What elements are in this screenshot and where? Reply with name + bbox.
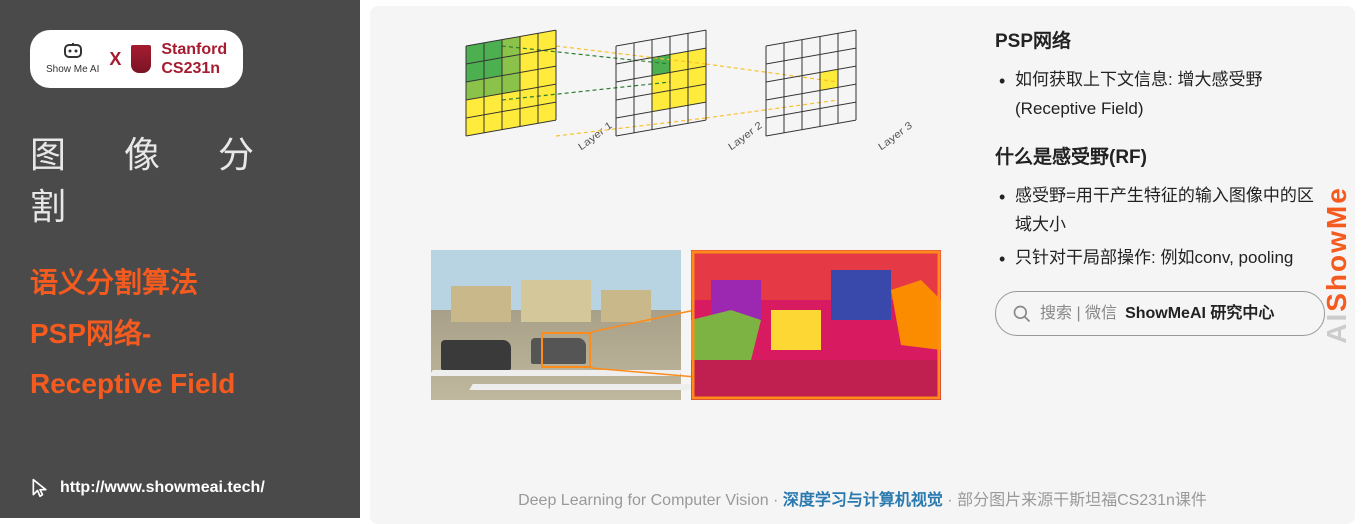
text-column: PSP网络 如何获取上下文信息: 增大感受野(Receptive Field) … [995, 26, 1325, 474]
url-row[interactable]: http://www.showmeai.tech/ [30, 478, 330, 498]
footer: Deep Learning for Computer Vision · 深度学习… [400, 474, 1325, 510]
logo-badge: Show Me AI X Stanford CS231n [30, 30, 243, 88]
search-icon [1012, 304, 1032, 324]
heading-rf: 什么是感受野(RF) [995, 142, 1325, 174]
diagram-column: Layer 3 Layer 2 Layer 1 [400, 26, 971, 474]
search-prefix: 搜索 | 微信 [1040, 300, 1117, 327]
watermark-part1: ShowMe [1321, 186, 1352, 312]
watermark-part2: AI [1321, 312, 1352, 344]
search-bold: ShowMeAI 研究中心 [1125, 300, 1274, 327]
main-slide: AIShowMe Layer 3 Layer 2 [370, 6, 1355, 524]
stanford-text: Stanford CS231n [161, 40, 227, 78]
receptive-field-box [541, 332, 591, 368]
layer2-label: Layer 2 [726, 120, 764, 153]
topic-line-3: Receptive Field [30, 359, 330, 409]
bullet-rf-local: 只针对干局部操作: 例如conv, pooling [995, 244, 1325, 273]
search-bubble[interactable]: 搜索 | 微信 ShowMeAI 研究中心 [995, 291, 1325, 336]
stanford-shield-icon [131, 45, 151, 73]
robot-icon [61, 43, 85, 64]
bullet-context: 如何获取上下文信息: 增大感受野(Receptive Field) [995, 66, 1325, 124]
logo-x: X [109, 49, 121, 70]
stanford-bottom: CS231n [161, 59, 227, 78]
layer3-label: Layer 3 [876, 120, 914, 153]
street-scene [431, 250, 681, 400]
footer-mid: 深度学习与计算机视觉 [783, 492, 943, 509]
segmentation-map [691, 250, 941, 400]
receptive-field-diagram: Layer 3 Layer 2 Layer 1 [446, 26, 926, 236]
watermark: AIShowMe [1321, 186, 1353, 344]
footer-left: Deep Learning for Computer Vision [518, 492, 769, 509]
stanford-top: Stanford [161, 40, 227, 59]
sidebar: Show Me AI X Stanford CS231n 图 像 分 割 语义分… [0, 0, 360, 518]
heading-psp: PSP网络 [995, 26, 1325, 58]
bullet-rf-def: 感受野=用干产生特征的输入图像中的区域大小 [995, 182, 1325, 240]
topic-line-1: 语义分割算法 [30, 258, 330, 308]
footer-right: 部分图片来源干斯坦福CS231n课件 [957, 492, 1207, 509]
showmeai-logo: Show Me AI [46, 43, 99, 75]
logo-subtext: Show Me AI [46, 64, 99, 75]
topic-line-2: PSP网络- [30, 309, 330, 359]
cursor-icon [30, 478, 50, 498]
content-row: Layer 3 Layer 2 Layer 1 [400, 26, 1325, 474]
url-text: http://www.showmeai.tech/ [60, 479, 265, 497]
topic-block: 语义分割算法 PSP网络- Receptive Field [30, 258, 330, 409]
list-2: 感受野=用干产生特征的输入图像中的区域大小 只针对干局部操作: 例如conv, … [995, 182, 1325, 273]
list-1: 如何获取上下文信息: 增大感受野(Receptive Field) [995, 66, 1325, 124]
section-title: 图 像 分 割 [30, 126, 330, 230]
layer1-label: Layer 1 [576, 120, 614, 153]
footer-dot-2: · [943, 492, 957, 509]
scene-row [431, 250, 941, 400]
footer-dot-1: · [769, 492, 783, 509]
